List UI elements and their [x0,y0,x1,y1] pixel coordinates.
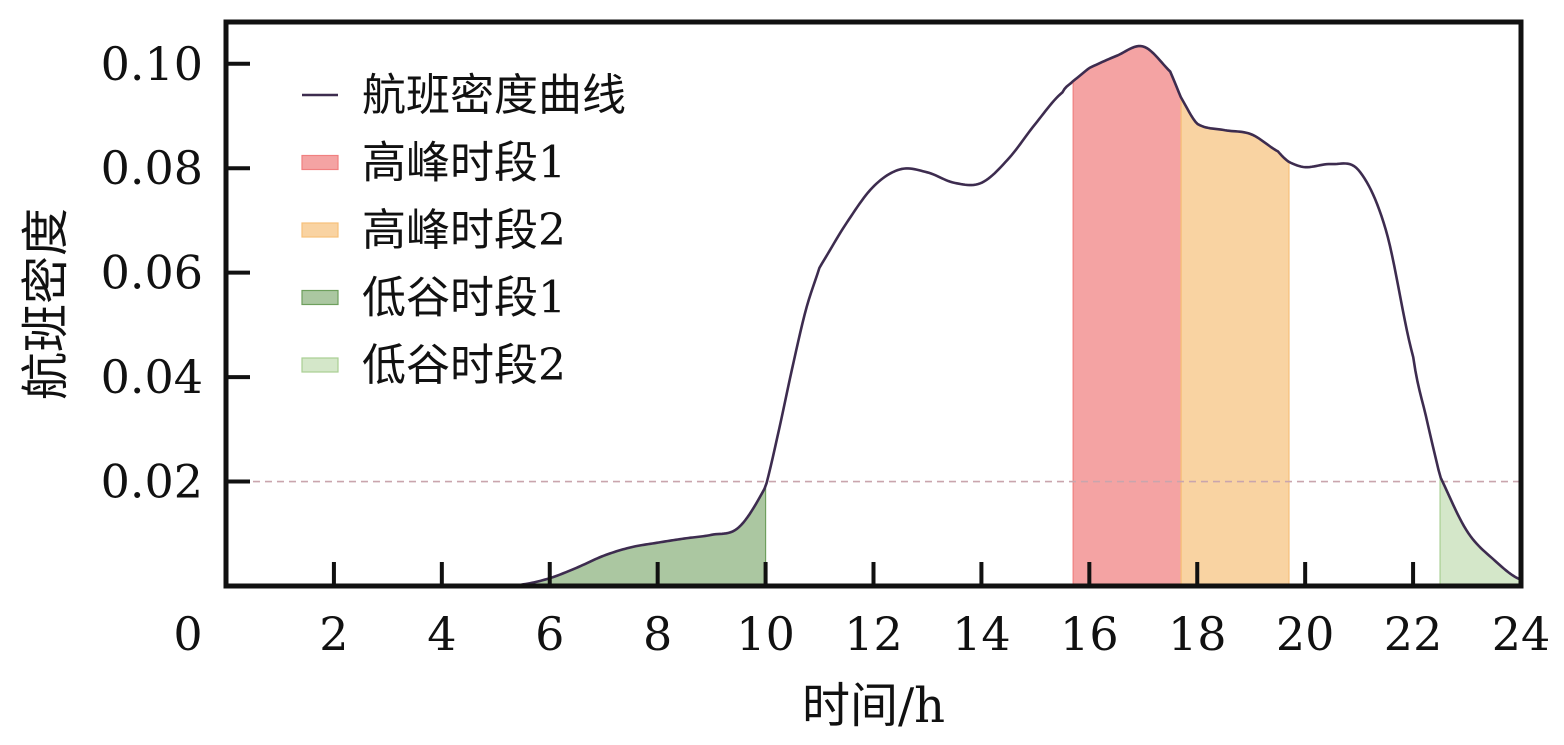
x-tick-label-16: 16 [1060,607,1119,661]
legend-swatch-4 [301,357,339,373]
period-segments [522,45,1522,587]
x-tick-label-22: 22 [1384,607,1443,661]
legend-swatch-3 [301,289,339,306]
x-tick-label-10: 10 [736,607,795,661]
legend-label-4: 低谷时段2 [362,340,566,391]
segment-area-2 [1180,95,1290,587]
x-tick-label-4: 4 [427,607,456,661]
legend-label-2: 高峰时段2 [362,205,566,256]
x-tick-label-6: 6 [535,607,564,661]
y-tick-label-0.04: 0.04 [101,350,203,404]
x-tick-label-2: 2 [319,607,348,661]
x-axis-title: 时间/h [802,678,945,734]
x-tick-label-0: 0 [173,607,202,661]
x-tick-label-8: 8 [643,607,672,661]
x-tick-label-24: 24 [1492,607,1551,661]
legend-label-3: 低谷时段1 [362,273,566,324]
x-tick-label-14: 14 [952,607,1011,661]
y-tick-label-0.10: 0.10 [101,37,203,91]
axis-ticks: 0 2 4 6 8 10 12 14 16 18 20 22 240.020.040.060.080.1… [101,37,1551,661]
y-tick-label-0.02: 0.02 [101,455,203,509]
segment-area-3 [522,486,767,587]
y-axis-title: 航班密度 [18,208,74,400]
y-tick-label-0.06: 0.06 [101,246,203,300]
x-tick-label-12: 12 [844,607,903,661]
legend-label-1: 高峰时段1 [362,138,566,189]
y-tick-label-0.08: 0.08 [101,141,203,195]
legend-label-0: 航班密度曲线 [362,70,626,121]
legend-swatch-2 [301,222,339,238]
segment-area-4 [1439,476,1522,587]
legend-swatch-1 [301,154,339,171]
segment-area-1 [1072,45,1182,587]
x-tick-label-20: 20 [1276,607,1335,661]
plot-frame [223,19,1524,589]
x-tick-label-18: 18 [1168,607,1227,661]
